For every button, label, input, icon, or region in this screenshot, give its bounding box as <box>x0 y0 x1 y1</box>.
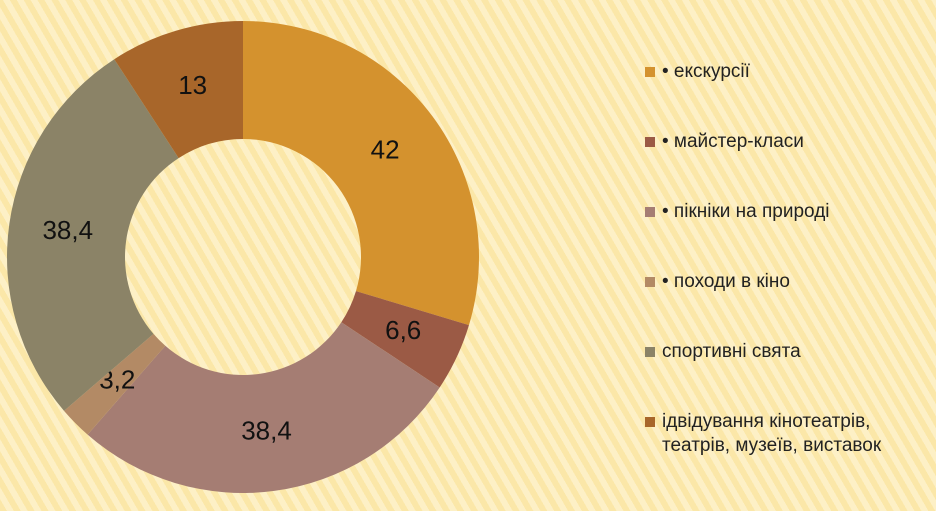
legend-item: • екскурсії <box>645 60 935 130</box>
data-label: 42 <box>371 134 400 164</box>
chart: 426,638,43,238,413 <box>6 21 479 493</box>
legend-label: спортивні свята <box>662 341 801 362</box>
donut-segment <box>341 291 469 388</box>
donut-segment <box>114 21 244 159</box>
legend-label: ідвідування кінотеатрів, театрів, музеїв… <box>662 411 882 456</box>
legend-swatch <box>645 277 655 287</box>
data-label: 6,6 <box>385 315 421 345</box>
legend-label: • екскурсії <box>662 61 750 82</box>
legend-item: • походи в кіно <box>645 270 935 340</box>
legend-item: • майстер-класи <box>645 130 935 200</box>
data-label: 38,4 <box>42 215 93 245</box>
legend-label: • пікніки на природі <box>662 201 830 222</box>
legend-swatch <box>645 347 655 357</box>
legend-item: ідвідування кінотеатрів, театрів, музеїв… <box>645 410 935 480</box>
donut-segment <box>6 59 179 411</box>
legend-swatch <box>645 137 655 147</box>
legend-item: спортивні свята <box>645 340 935 410</box>
data-label: 13 <box>178 70 207 100</box>
legend-swatch <box>645 207 655 217</box>
legend-label: • походи в кіно <box>662 271 790 292</box>
legend-item: • пікніки на природі <box>645 200 935 270</box>
legend-swatch <box>645 67 655 77</box>
legend: • екскурсії • майстер-класи • пікніки на п… <box>645 60 935 480</box>
legend-swatch <box>645 417 655 427</box>
data-label: 38,4 <box>241 415 292 445</box>
donut-segment <box>243 21 479 326</box>
donut-segment <box>87 322 440 493</box>
donut-segment <box>64 333 166 435</box>
legend-label: • майстер-класи <box>662 131 804 152</box>
